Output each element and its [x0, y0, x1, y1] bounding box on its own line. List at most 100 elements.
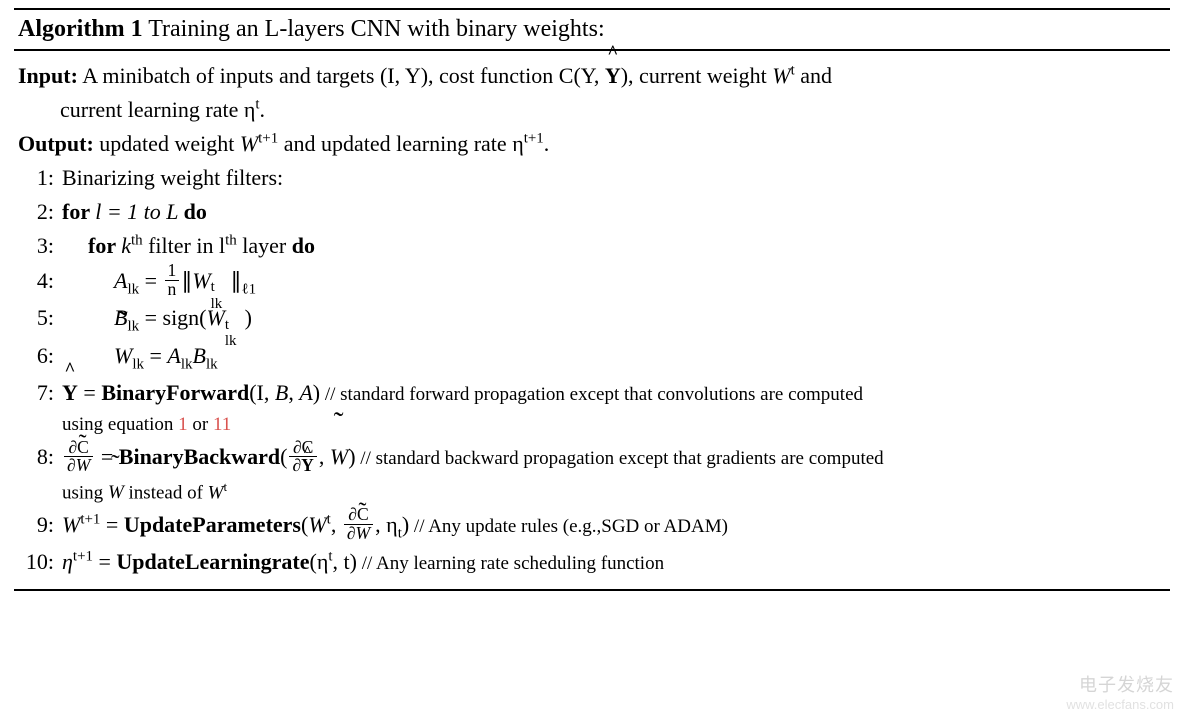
- or: or: [188, 414, 213, 435]
- w-sup: t: [224, 479, 228, 494]
- input-text-3: and: [795, 63, 832, 88]
- eta-out-sup: t+1: [524, 131, 544, 147]
- step-num: 6:: [18, 339, 54, 373]
- step-num: 7:: [18, 376, 54, 410]
- eta-sym: η: [62, 549, 73, 574]
- a-sym: A: [299, 380, 312, 405]
- w-sub: lk: [132, 356, 144, 372]
- args3: ): [348, 444, 355, 469]
- y-hat-symbol: Y: [605, 59, 621, 93]
- step-content: Binarizing weight filters:: [62, 161, 1166, 195]
- step-num: 3:: [18, 229, 54, 263]
- w-sup: t+1: [80, 511, 100, 527]
- for-kw: for: [88, 233, 121, 258]
- watermark-line1: 电子发烧友: [1066, 671, 1174, 697]
- l1-sub: ℓ1: [241, 281, 256, 297]
- do-kw: do: [292, 233, 315, 258]
- close: ): [245, 305, 252, 330]
- step-row-7: 7: Y = BinaryForward(I, B, A) // standar…: [18, 376, 1166, 410]
- step-row-8b: using W instead of Wt: [18, 477, 1166, 508]
- step-content: for l = 1 to L do: [62, 195, 1166, 229]
- eq-link-11[interactable]: 11: [213, 414, 231, 435]
- norm-close: ∥: [230, 268, 241, 293]
- step-num: 10:: [18, 545, 54, 579]
- step-num: 4:: [18, 264, 54, 298]
- slash: //: [320, 384, 340, 405]
- comment: Any learning rate scheduling function: [376, 553, 664, 574]
- input-text-2: ), current weight: [621, 63, 773, 88]
- w-tilde-icon: W: [114, 339, 132, 373]
- b-sym: B: [192, 343, 205, 368]
- eq: =: [139, 268, 162, 293]
- args: (η: [310, 549, 329, 574]
- w-out-sup: t+1: [258, 131, 278, 147]
- comment-1: standard forward propagation except that…: [340, 384, 863, 405]
- dc-dw-frac-icon: ∂C∂W: [344, 506, 373, 542]
- step-row-9: 9: Wt+1 = UpdateParameters(Wt, ∂C∂W, ηt)…: [18, 508, 1166, 546]
- eq: =: [144, 343, 167, 368]
- b-sub: lk: [206, 356, 218, 372]
- output-text-2: and updated learning rate η: [278, 131, 523, 156]
- fn-name: BinaryForward: [101, 380, 249, 405]
- step-row-6: 6: Wlk = AlkBlk: [18, 339, 1166, 377]
- output-end: .: [544, 131, 550, 156]
- step-num: 2:: [18, 195, 54, 229]
- step-content: Blk = sign(Wtlk): [62, 301, 1166, 339]
- title-text: Training an L-layers CNN with binary wei…: [143, 16, 605, 42]
- watermark: 电子发烧友 www.elecfans.com: [1066, 671, 1174, 712]
- mid-txt: filter in l: [143, 233, 225, 258]
- args: (I,: [249, 380, 275, 405]
- eq: =: [78, 380, 101, 405]
- args: (: [280, 444, 287, 469]
- step-content: Wt+1 = UpdateParameters(Wt, ∂C∂W, ηt) //…: [62, 508, 1166, 546]
- k-sup: th: [131, 233, 143, 249]
- b-sub: lk: [127, 319, 139, 335]
- step-num: 1:: [18, 161, 54, 195]
- fn-name: UpdateLearningrate: [116, 549, 309, 574]
- l-sup: th: [225, 233, 237, 249]
- step-content: Y = BinaryForward(I, B, A) // standard f…: [62, 376, 1166, 410]
- k-sym: k: [121, 233, 131, 258]
- args2: , t): [333, 549, 357, 574]
- eq: =: [93, 549, 116, 574]
- algorithm-body: Input: A minibatch of inputs and targets…: [14, 50, 1170, 589]
- step-content: using equation 1 or 11: [62, 410, 1166, 439]
- eq: =: [100, 512, 123, 537]
- step-content: ∂C∂W = BinaryBackward(∂C∂Y, W) // standa…: [62, 440, 1166, 477]
- comment-1: standard backward propagation except tha…: [376, 448, 884, 469]
- args3: , η: [375, 512, 398, 537]
- step-row-8: 8: ∂C∂W = BinaryBackward(∂C∂Y, W) // sta…: [18, 440, 1166, 477]
- w-tilde-icon: W: [108, 478, 124, 507]
- w-symbol: W: [772, 63, 790, 88]
- a-sub: lk: [181, 356, 193, 372]
- eta-sup: t+1: [73, 549, 93, 565]
- w-tilde-icon: W: [330, 440, 348, 474]
- input-cont: current learning rate η: [60, 97, 255, 122]
- output-label: Output:: [18, 131, 94, 156]
- step-row-5: 5: Blk = sign(Wtlk): [18, 301, 1166, 339]
- input-end: .: [260, 97, 266, 122]
- args2: ,: [319, 444, 330, 469]
- step-row-7b: using equation 1 or 11: [18, 410, 1166, 439]
- fn-name: BinaryBackward: [119, 444, 280, 469]
- step-row-1: 1: Binarizing weight filters:: [18, 161, 1166, 195]
- a-sub: lk: [127, 281, 139, 297]
- eq-link-1[interactable]: 1: [178, 414, 188, 435]
- step-row-10: 10: ηt+1 = UpdateLearningrate(ηt, t) // …: [18, 545, 1166, 579]
- eq: = sign(: [139, 305, 206, 330]
- algorithm-title: Algorithm 1 Training an L-layers CNN wit…: [14, 10, 1170, 50]
- w-sym: W: [192, 268, 210, 293]
- slash: //: [409, 516, 428, 537]
- comment-2b: instead of: [124, 482, 208, 503]
- norm-open: ∥: [181, 268, 192, 293]
- step-row-3: 3: for kth filter in lth layer do: [18, 229, 1166, 263]
- do-kw: do: [184, 199, 207, 224]
- a-sym: A: [114, 268, 127, 293]
- b-sym: B: [275, 380, 288, 405]
- slash: //: [357, 553, 376, 574]
- w-sym: W: [208, 482, 224, 503]
- algorithm-box: Algorithm 1 Training an L-layers CNN wit…: [14, 8, 1170, 591]
- step-content: Alk = 1n∥Wtlk∥ℓ1: [62, 264, 1166, 302]
- watermark-line2: www.elecfans.com: [1066, 697, 1174, 712]
- yhat-symbol: Y: [62, 376, 78, 410]
